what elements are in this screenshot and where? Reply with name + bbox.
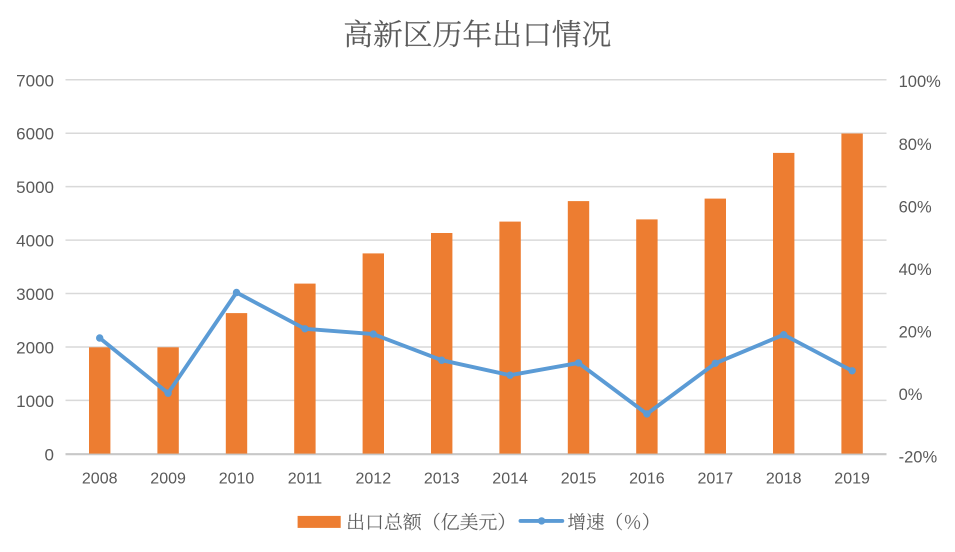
svg-text:2012: 2012: [356, 471, 392, 488]
svg-text:2011: 2011: [288, 471, 323, 488]
svg-text:80%: 80%: [899, 136, 932, 154]
svg-text:1000: 1000: [16, 392, 54, 411]
svg-text:2009: 2009: [150, 471, 186, 488]
svg-text:0: 0: [45, 445, 54, 464]
svg-text:4000: 4000: [16, 232, 54, 251]
svg-text:0%: 0%: [899, 386, 923, 404]
svg-text:100%: 100%: [899, 73, 942, 91]
svg-text:2010: 2010: [219, 471, 255, 488]
svg-text:2017: 2017: [698, 471, 734, 488]
svg-text:20%: 20%: [899, 323, 932, 341]
svg-text:5000: 5000: [16, 178, 54, 197]
svg-text:2019: 2019: [834, 471, 870, 488]
svg-text:2008: 2008: [82, 471, 118, 488]
svg-text:60%: 60%: [899, 198, 932, 216]
svg-text:2016: 2016: [629, 471, 665, 488]
svg-text:3000: 3000: [16, 285, 54, 304]
svg-text:2014: 2014: [492, 471, 528, 488]
svg-text:2000: 2000: [16, 338, 54, 357]
svg-text:2015: 2015: [561, 471, 597, 488]
svg-text:40%: 40%: [899, 261, 932, 279]
svg-text:2013: 2013: [424, 471, 460, 488]
svg-text:2018: 2018: [766, 471, 802, 488]
svg-text:7000: 7000: [16, 71, 54, 90]
svg-text:6000: 6000: [16, 125, 54, 144]
svg-text:-20%: -20%: [899, 449, 938, 467]
